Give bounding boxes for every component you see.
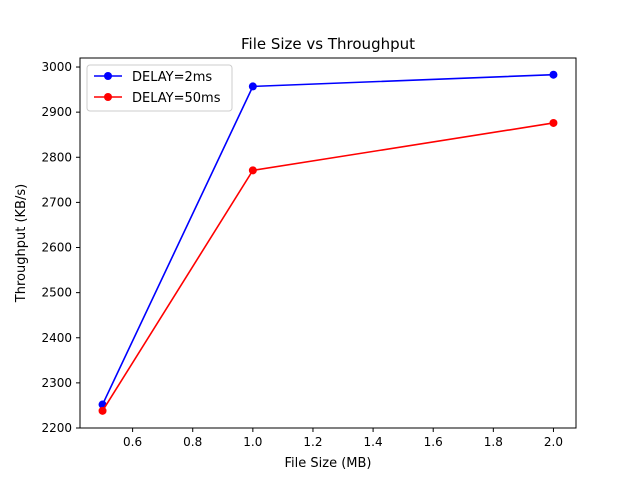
chart-title: File Size vs Throughput [241,35,415,53]
legend-label: DELAY=50ms [132,91,221,106]
y-tick-label: 2700 [41,195,72,209]
data-point [248,166,257,175]
legend-label: DELAY=2ms [132,70,212,85]
y-tick-label: 2600 [41,241,72,255]
legend: DELAY=2ms DELAY=50ms [86,64,233,112]
x-tick-label: 1.6 [424,435,443,449]
y-tick-label: 2900 [41,105,72,119]
data-point [549,118,558,127]
data-point [248,82,257,91]
x-tick-label: 1.8 [484,435,503,449]
y-tick-label: 2800 [41,150,72,164]
x-tick-label: 1.4 [364,435,383,449]
data-point [549,70,558,79]
x-tick-label: 1.0 [243,435,262,449]
legend-entry: DELAY=50ms [94,91,221,106]
x-tick-label: 1.2 [303,435,322,449]
plot-background [80,58,576,428]
y-axis-label: Throughput (KB/s) [14,184,29,303]
legend-box [86,64,233,112]
y-tick-label: 2400 [41,331,72,345]
x-tick-label: 2.0 [544,435,563,449]
x-tick-label: 0.6 [123,435,142,449]
legend-marker-swatch [104,72,112,80]
y-tick-label: 2300 [41,376,72,390]
legend-entry: DELAY=2ms [94,70,212,85]
plot-frame [79,57,577,429]
y-tick-label: 2500 [41,286,72,300]
x-tick-label: 0.8 [183,435,202,449]
y-tick-label: 2200 [41,421,72,435]
x-axis-label: File Size (MB) [285,456,372,471]
legend-marker-swatch [104,93,112,101]
series-delay-50ms [98,118,558,415]
y-tick-label: 3000 [41,60,72,74]
series-layer [98,70,558,415]
y-axis-ticks: 2200 2300 2400 2500 2600 2700 2800 2900 3000 [41,60,80,435]
data-point [98,406,107,415]
x-axis-ticks: 0.6 0.8 1.0 1.2 1.4 1.6 1.8 2.0 [123,428,563,449]
legend-entries: DELAY=2ms DELAY=50ms [94,70,221,106]
plot-area [80,58,576,428]
